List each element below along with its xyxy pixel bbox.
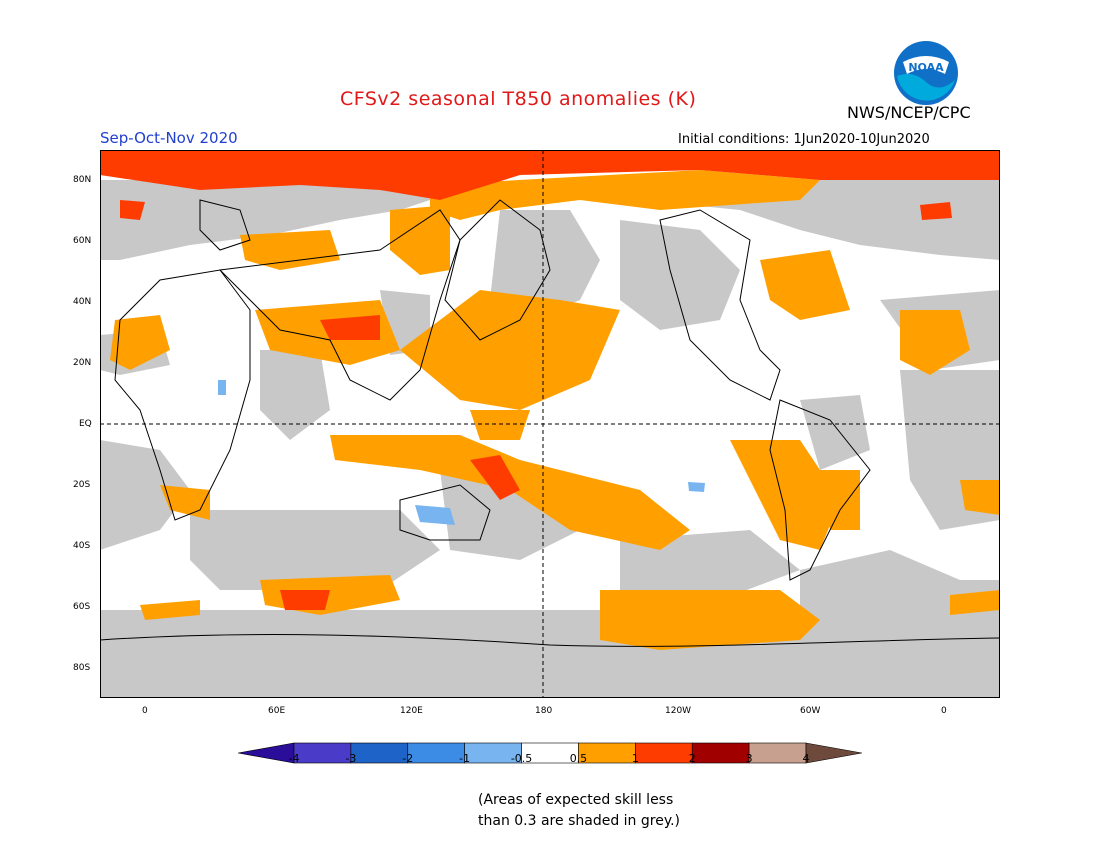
colorbar-label: 3: [745, 752, 753, 765]
lat-label: 80N: [73, 175, 92, 185]
lon-label: 60W: [800, 706, 821, 716]
season-label: Sep-Oct-Nov 2020: [100, 129, 238, 147]
initial-conditions-label: Initial conditions: 1Jun2020-10Jun2020: [678, 132, 930, 147]
colorbar-segment: [635, 742, 693, 764]
colorbar-label: 0.5: [569, 752, 588, 765]
anomaly-1-2: [100, 150, 1000, 610]
colorbar-label: 4: [802, 752, 810, 765]
colorbar-label: -1: [459, 752, 471, 765]
lat-label: EQ: [79, 419, 92, 429]
colorbar-label: 1: [631, 752, 639, 765]
anomaly-map: [100, 150, 1000, 698]
skill-note-line1: (Areas of expected skill less: [478, 792, 674, 808]
lat-label: 60S: [73, 602, 91, 612]
colorbar-label: -3: [345, 752, 357, 765]
agency-label: NWS/NCEP/CPC: [847, 103, 971, 122]
colorbar-label: -2: [402, 752, 414, 765]
lon-label: 60E: [268, 706, 286, 716]
colorbar-label: -4: [288, 752, 300, 765]
lat-label: 20N: [73, 358, 92, 368]
lat-label: 80S: [73, 663, 91, 673]
colorbar-segment: [805, 742, 862, 764]
colorbar-label: 2: [688, 752, 696, 765]
lon-label: 0: [142, 706, 148, 716]
coastlines: [100, 199, 1000, 647]
colorbar-segment: [407, 742, 465, 764]
lat-label: 20S: [73, 480, 91, 490]
lat-label: 60N: [73, 236, 92, 246]
colorbar: [238, 742, 862, 764]
lat-label: 40N: [73, 297, 92, 307]
skill-note: (Areas of expected skill less than 0.3 a…: [478, 790, 680, 832]
lat-label: 40S: [73, 541, 91, 551]
skill-note-line2: than 0.3 are shaded in grey.): [478, 813, 681, 829]
logo-text: NOAA: [908, 61, 944, 74]
lon-label: 120E: [400, 706, 423, 716]
colorbar-segment: [748, 742, 807, 764]
colorbar-segment: [691, 742, 750, 764]
colorbar-label: -0.5: [510, 752, 533, 765]
map-title: CFSv2 seasonal T850 anomalies (K): [340, 88, 697, 110]
lon-label: 0: [941, 706, 947, 716]
lon-label: 120W: [665, 706, 692, 716]
colorbar-segment: [238, 742, 295, 764]
anomaly-neg: [218, 380, 705, 525]
lon-label: 180: [535, 706, 553, 716]
colorbar-segment: [350, 742, 409, 764]
colorbar-segment: [293, 742, 352, 764]
noaa-logo: NOAA: [894, 41, 958, 105]
map-frame: [100, 150, 1000, 698]
